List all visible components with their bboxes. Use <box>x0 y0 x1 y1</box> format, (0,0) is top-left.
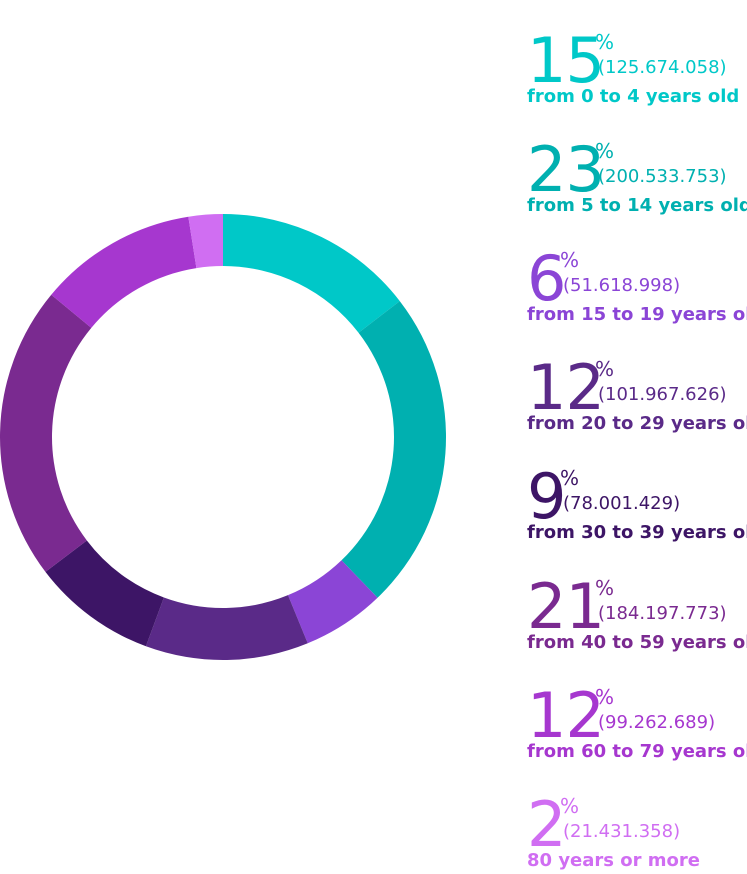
donut-slice-5 <box>0 294 92 572</box>
age-range-label: from 5 to 14 years old <box>527 195 747 216</box>
donut-slice-4 <box>45 540 164 647</box>
donut-chart <box>0 214 446 661</box>
percent-label: 21 <box>527 570 605 643</box>
percent-label: 23 <box>527 133 605 206</box>
percent-sign: % <box>560 466 580 490</box>
donut-slice-2 <box>287 560 378 644</box>
percent-label: 12 <box>527 679 605 752</box>
percent-sign: % <box>595 30 615 54</box>
age-range-label: from 15 to 19 years old <box>527 304 747 325</box>
population-count: (21.431.358) <box>563 821 681 842</box>
percent-label: 9 <box>527 460 566 533</box>
age-range-label: 80 years or more <box>527 850 700 871</box>
age-range-label: from 40 to 59 years old <box>527 632 747 653</box>
population-count: (99.262.689) <box>598 712 716 733</box>
population-count: (78.001.429) <box>563 493 681 514</box>
percent-sign: % <box>595 139 615 163</box>
age-range-label: from 20 to 29 years old <box>527 413 747 434</box>
age-range-label: from 0 to 4 years old <box>527 86 740 107</box>
population-count: (184.197.773) <box>598 603 727 624</box>
age-range-label: from 60 to 79 years old <box>527 741 747 762</box>
percent-label: 15 <box>527 24 605 97</box>
age-range-label: from 30 to 39 years old <box>527 522 747 543</box>
population-count: (101.967.626) <box>598 384 727 405</box>
donut-slice-3 <box>145 595 308 661</box>
donut-slice-7 <box>188 214 223 269</box>
percent-label: 6 <box>527 242 566 315</box>
percent-sign: % <box>560 794 580 818</box>
percent-sign: % <box>560 248 580 272</box>
donut-slice-0 <box>223 214 400 333</box>
percent-sign: % <box>595 357 615 381</box>
population-count: (125.674.058) <box>598 57 727 78</box>
population-count: (51.618.998) <box>563 275 681 296</box>
percent-label: 12 <box>527 351 605 424</box>
donut-slice-6 <box>51 216 197 328</box>
donut-slice-1 <box>341 301 446 598</box>
percent-sign: % <box>595 685 615 709</box>
percent-sign: % <box>595 576 615 600</box>
population-count: (200.533.753) <box>598 166 727 187</box>
percent-label: 2 <box>527 788 566 861</box>
